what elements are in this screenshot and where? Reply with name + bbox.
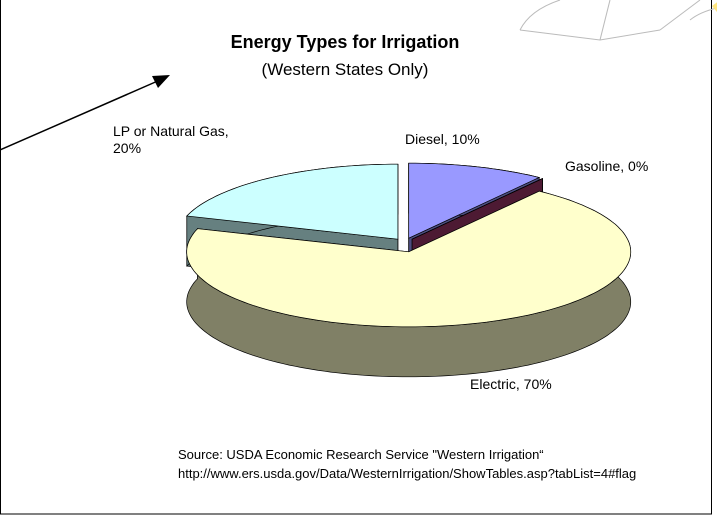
slice-top bbox=[186, 190, 632, 328]
source: Source: USDA Economic Research Service "… bbox=[178, 447, 544, 462]
data-label: LP or Natural Gas, 20% bbox=[113, 123, 229, 156]
decoration bbox=[519, 0, 717, 41]
data-label: Diesel, 10% bbox=[405, 131, 480, 147]
pie bbox=[186, 162, 632, 378]
chart-title: Energy Types for Irrigation bbox=[230, 32, 460, 52]
data-label: Electric, 70% bbox=[470, 376, 552, 392]
slice-top bbox=[408, 162, 541, 239]
source-url: http://www.ers.usda.gov/Data/WesternIrri… bbox=[178, 466, 637, 481]
data-label: Gasoline, 0% bbox=[565, 158, 649, 174]
chart-subtitle: (Western States Only) bbox=[261, 60, 429, 79]
slice-top bbox=[186, 163, 399, 240]
arrow-line bbox=[0, 79, 161, 151]
slice-top bbox=[411, 178, 543, 240]
arrow-head bbox=[152, 75, 170, 88]
decoration bbox=[712, 2, 717, 12]
